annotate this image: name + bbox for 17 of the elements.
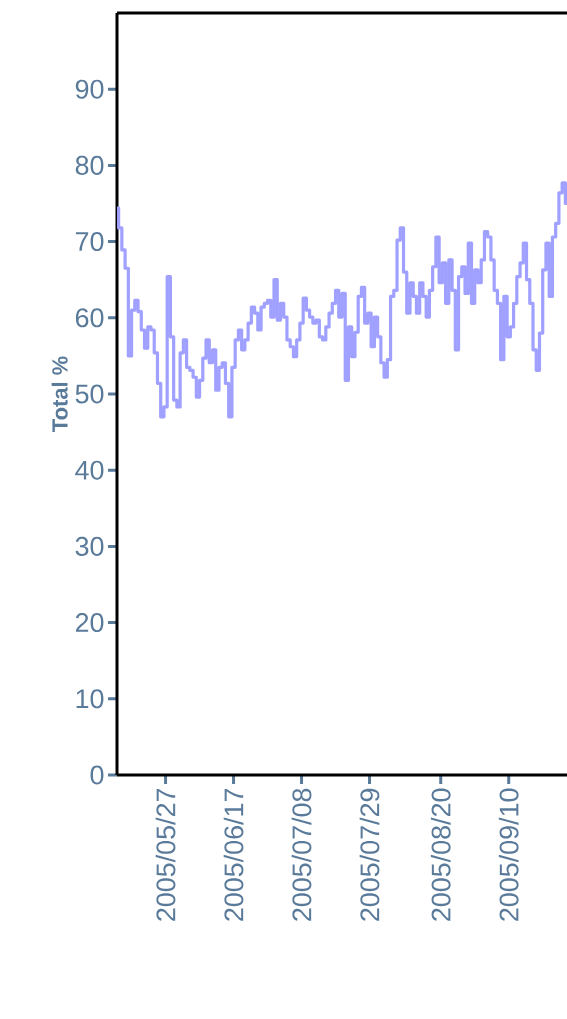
y-tick-label: 30 xyxy=(75,536,104,556)
y-tick-label: 80 xyxy=(75,155,104,175)
y-tick-label: 70 xyxy=(75,232,104,252)
y-tick-label: 20 xyxy=(75,613,104,633)
y-tick-label: 60 xyxy=(75,308,104,328)
y-tick-label: 10 xyxy=(76,689,104,709)
x-tick-label: 2005/07/29 xyxy=(359,788,380,921)
y-tick-label: 50 xyxy=(75,384,104,404)
x-tick-label: 2005/05/27 xyxy=(155,788,176,921)
x-tick-label: 2005/08/20 xyxy=(430,788,451,921)
x-tick-label: 2005/06/17 xyxy=(223,788,244,921)
x-tick-label: 2005/09/10 xyxy=(498,788,519,921)
y-tick-label: 90 xyxy=(75,79,104,99)
y-tick-label: 40 xyxy=(75,460,104,480)
y-axis-title: Total % xyxy=(51,356,68,432)
x-tick-label: 2005/07/08 xyxy=(291,788,312,921)
y-tick-label: 0 xyxy=(90,765,104,785)
